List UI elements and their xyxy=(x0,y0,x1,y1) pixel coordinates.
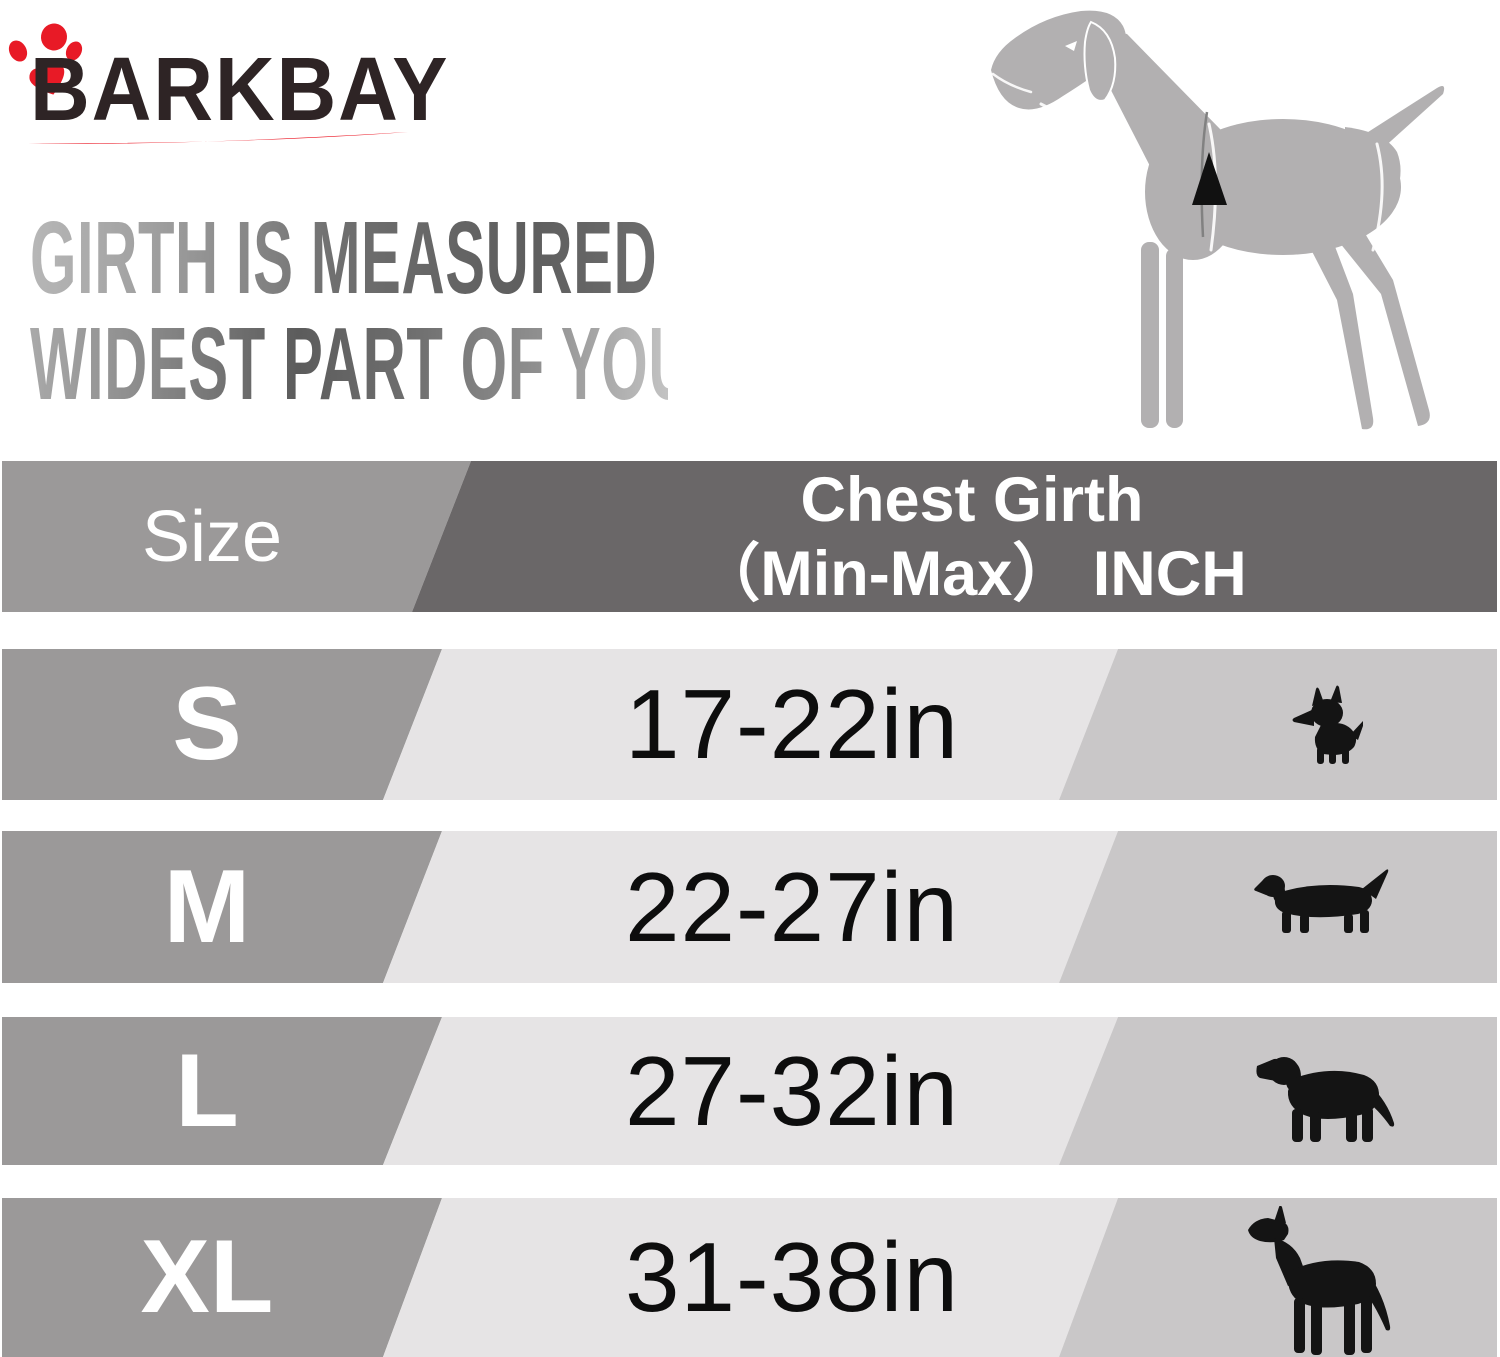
row-size-cell-bg xyxy=(2,649,442,800)
row-girth-cell-bg xyxy=(383,649,1118,800)
great-dane-icon xyxy=(1248,1206,1391,1355)
table-row: XL 31-38in xyxy=(2,1198,1497,1357)
brand-name: BARKBAY xyxy=(30,40,450,140)
header-girth-cell-bg xyxy=(412,461,1497,612)
size-label-l: L xyxy=(175,1032,239,1149)
row-size-cell-bg xyxy=(2,1017,442,1165)
labrador-icon xyxy=(1256,1057,1395,1142)
row-girth-cell-bg xyxy=(383,831,1118,983)
paw-print-icon xyxy=(8,23,83,95)
row-icon-cell-bg xyxy=(1059,649,1497,800)
row-size-cell-bg xyxy=(2,831,442,983)
table-header-row: Size Chest Girth （Min-Max） INCH xyxy=(2,461,1497,612)
dog-tail xyxy=(1365,86,1445,150)
chihuahua-icon xyxy=(1292,685,1363,764)
table-row: L 27-32in xyxy=(2,1017,1497,1165)
size-label-s: S xyxy=(172,666,242,782)
headline-line-1: GIRTH IS MEASURED BY THE xyxy=(30,200,896,315)
brand-logo: BARKBAY xyxy=(0,0,460,160)
headline-line-2: WIDEST PART OF YOUR DOG'S CHEST. xyxy=(30,306,1180,421)
dachshund-icon xyxy=(1254,869,1389,933)
girth-value-m: 22-27in xyxy=(625,851,959,962)
row-size-cell-bg xyxy=(2,1198,442,1357)
red-swoosh-underline-icon xyxy=(28,132,408,144)
girth-value-s: 17-22in xyxy=(625,669,959,779)
size-label-m: M xyxy=(163,848,251,965)
table-row: M 22-27in xyxy=(2,831,1497,983)
row-icon-cell-bg xyxy=(1059,1017,1497,1165)
girth-headline: GIRTH IS MEASURED BY THE WIDEST PART OF … xyxy=(30,200,1180,421)
dog-silhouette-girth-diagram-icon xyxy=(991,10,1445,430)
table-row: S 17-22in xyxy=(2,649,1497,800)
girth-column-header: Chest Girth （Min-Max） INCH xyxy=(522,461,1422,612)
row-girth-cell-bg xyxy=(383,1017,1118,1165)
row-girth-cell-bg xyxy=(383,1198,1118,1357)
girth-value-l: 27-32in xyxy=(625,1035,959,1146)
header-size-cell-bg xyxy=(2,461,471,612)
up-triangle-marker-icon xyxy=(1192,152,1227,205)
size-column-header: Size xyxy=(141,496,283,577)
girth-header-line-2: （Min-Max） INCH xyxy=(697,538,1247,609)
girth-value-xl: 31-38in xyxy=(625,1222,959,1332)
size-label-xl: XL xyxy=(140,1219,274,1335)
girth-measure-line xyxy=(1200,111,1209,238)
dog-eye xyxy=(1065,41,1077,51)
girth-header-line-1: Chest Girth xyxy=(800,464,1144,535)
dog-ear xyxy=(1083,20,1117,102)
